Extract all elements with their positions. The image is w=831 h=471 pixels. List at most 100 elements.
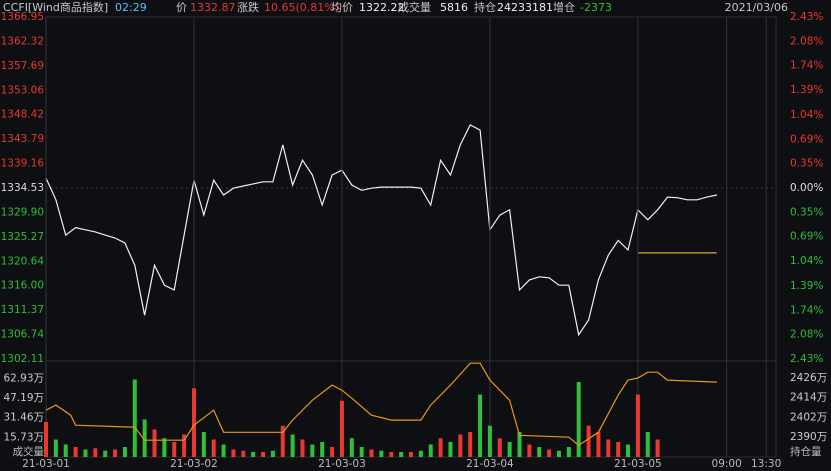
y2-tick-label: 0.35% bbox=[790, 157, 823, 169]
y-tick-label: 1306.74 bbox=[1, 329, 45, 341]
volume-bar bbox=[251, 452, 256, 457]
y2-tick-label: 0.69% bbox=[790, 133, 823, 145]
y2-tick-label: 1.39% bbox=[790, 84, 823, 96]
y2-tick-label: 2390万 bbox=[790, 431, 827, 443]
label: 价 bbox=[176, 1, 187, 14]
time: 02:29 bbox=[115, 1, 147, 14]
x-tick-label: 21-03-04 bbox=[466, 458, 514, 470]
volume-bar bbox=[517, 432, 522, 457]
volume-bar bbox=[191, 388, 196, 457]
volume-bar bbox=[556, 450, 561, 457]
volume-bar bbox=[527, 444, 532, 457]
volume-bar bbox=[497, 438, 502, 457]
x-tick-label: 13:30 bbox=[751, 458, 781, 470]
axis-label: 持仓量 bbox=[790, 445, 822, 458]
volume-bar bbox=[399, 452, 404, 457]
volume-bar bbox=[478, 394, 483, 457]
y2-tick-label: 2402万 bbox=[790, 411, 827, 423]
volume-bar bbox=[83, 449, 88, 457]
label: 涨跌 bbox=[237, 0, 259, 14]
x-tick-label: 09:00 bbox=[712, 458, 742, 470]
y-tick-label: 1316.00 bbox=[1, 280, 44, 292]
value: 5816 bbox=[440, 1, 468, 14]
volume-bar bbox=[241, 450, 246, 457]
volume-bar bbox=[231, 449, 236, 457]
volume-bar bbox=[349, 438, 354, 457]
volume-bar bbox=[211, 439, 216, 457]
volume-bar bbox=[507, 442, 512, 457]
volume-bar bbox=[44, 422, 48, 457]
volume-bar bbox=[339, 400, 344, 457]
volume-bar bbox=[409, 452, 413, 457]
volume-bar bbox=[182, 434, 187, 457]
value: 24233181 bbox=[497, 1, 553, 14]
volume-bar bbox=[73, 447, 78, 457]
value: 1322.22 bbox=[359, 1, 405, 14]
y-tick-label: 1366.95 bbox=[1, 11, 44, 23]
volume-bar bbox=[162, 438, 167, 457]
label: 增仓 bbox=[553, 0, 575, 14]
y2-tick-label: 1.39% bbox=[790, 280, 823, 292]
volume-bar bbox=[221, 444, 226, 457]
volume-bar bbox=[626, 444, 631, 457]
volume-bar bbox=[103, 450, 108, 457]
volume-bar bbox=[487, 425, 492, 457]
y-tick-label: 31.46万 bbox=[3, 412, 44, 424]
volume-bar bbox=[566, 447, 571, 457]
volume-bar bbox=[645, 432, 650, 457]
y-tick-label: 1348.42 bbox=[1, 109, 44, 121]
volume-bar bbox=[300, 439, 305, 457]
y-tick-label: 1325.27 bbox=[1, 231, 44, 243]
y2-tick-label: 2.08% bbox=[790, 328, 823, 340]
x-tick-label: 21-03-02 bbox=[170, 458, 218, 470]
x-tick-label: 21-03-05 bbox=[614, 458, 662, 470]
y-tick-label: 1353.06 bbox=[1, 84, 45, 96]
volume-bar bbox=[122, 447, 127, 457]
volume-bar bbox=[428, 444, 433, 457]
y-tick-label: 1357.69 bbox=[1, 60, 44, 72]
volume-bar bbox=[418, 450, 423, 457]
volume-bar bbox=[576, 382, 581, 457]
y2-tick-label: 0.00% bbox=[790, 182, 823, 194]
volume-bar bbox=[330, 447, 335, 457]
label: 持仓 bbox=[474, 0, 496, 14]
x-tick-label: 21-03-03 bbox=[318, 458, 366, 470]
volume-bar bbox=[586, 425, 591, 457]
y2-tick-label: 2414万 bbox=[790, 392, 827, 404]
volume-bar bbox=[359, 447, 364, 457]
value: -2373 bbox=[580, 1, 612, 14]
y-tick-label: 1362.32 bbox=[1, 35, 44, 47]
y2-tick-label: 2.43% bbox=[790, 11, 823, 23]
y2-tick-label: 2.43% bbox=[790, 353, 823, 365]
y-tick-label: 1311.37 bbox=[1, 304, 44, 316]
volume-bar bbox=[389, 452, 394, 457]
volume-bar bbox=[201, 432, 206, 457]
value: 10.65(0.81%) bbox=[264, 1, 339, 14]
date: 2021/03/06 bbox=[725, 1, 788, 14]
y2-tick-label: 0.69% bbox=[790, 231, 823, 243]
y-tick-label: 1343.79 bbox=[1, 133, 44, 145]
y2-tick-label: 1.04% bbox=[790, 255, 823, 267]
y2-tick-label: 2.08% bbox=[790, 36, 823, 48]
volume-bar bbox=[655, 439, 660, 457]
axis-label: 成交量 bbox=[13, 445, 45, 458]
volume-bar bbox=[310, 444, 315, 457]
y2-tick-label: 1.74% bbox=[790, 304, 823, 316]
volume-bar bbox=[53, 439, 58, 457]
volume-bar bbox=[468, 432, 473, 457]
instrument: CCFI[Wind商品指数] bbox=[3, 0, 108, 14]
value: 1332.87 bbox=[190, 1, 236, 14]
y-tick-label: 1334.53 bbox=[1, 182, 44, 194]
x-tick-label: 21-03-01 bbox=[22, 458, 70, 470]
y-tick-label: 1320.64 bbox=[1, 255, 45, 267]
line bbox=[45, 362, 717, 447]
line bbox=[45, 124, 717, 337]
y2-tick-label: 2426万 bbox=[790, 372, 827, 384]
volume-bar bbox=[93, 448, 98, 457]
volume-bar bbox=[547, 449, 552, 457]
volume-bar bbox=[113, 449, 118, 457]
label: 均价 bbox=[331, 1, 353, 14]
volume-bar bbox=[270, 450, 275, 457]
y2-tick-label: 0.35% bbox=[790, 207, 823, 219]
